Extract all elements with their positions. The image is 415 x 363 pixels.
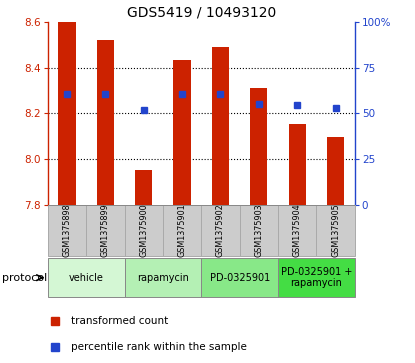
Text: vehicle: vehicle (68, 273, 104, 283)
Text: rapamycin: rapamycin (137, 273, 189, 283)
Bar (212, 47, 229, 205)
Text: GSM1375902: GSM1375902 (216, 204, 225, 257)
Bar (316, 205, 355, 256)
Title: GDS5419 / 10493120: GDS5419 / 10493120 (127, 5, 276, 19)
Text: GSM1375903: GSM1375903 (254, 204, 264, 257)
Text: GSM1375900: GSM1375900 (139, 204, 148, 257)
Bar (58, 22, 76, 205)
Bar (278, 205, 317, 256)
Bar (86, 205, 124, 256)
Text: percentile rank within the sample: percentile rank within the sample (71, 342, 247, 352)
Text: GSM1375899: GSM1375899 (101, 204, 110, 257)
Bar (201, 205, 240, 256)
Text: transformed count: transformed count (71, 316, 169, 326)
Text: GSM1375905: GSM1375905 (331, 204, 340, 257)
Bar (135, 170, 152, 205)
Bar (278, 258, 355, 297)
Bar (173, 60, 191, 205)
Bar (327, 138, 344, 205)
Bar (163, 205, 201, 256)
Bar (97, 40, 114, 205)
Text: protocol: protocol (2, 273, 47, 283)
Text: GSM1375904: GSM1375904 (293, 204, 302, 257)
Bar (288, 124, 306, 205)
Text: PD-0325901: PD-0325901 (210, 273, 270, 283)
Text: GSM1375901: GSM1375901 (178, 204, 187, 257)
Bar (240, 205, 278, 256)
Bar (124, 205, 163, 256)
Bar (48, 205, 86, 256)
Bar (201, 258, 278, 297)
Bar (48, 258, 124, 297)
Bar (124, 258, 201, 297)
Text: GSM1375898: GSM1375898 (62, 204, 71, 257)
Text: PD-0325901 +
rapamycin: PD-0325901 + rapamycin (281, 267, 352, 289)
Bar (250, 88, 268, 205)
